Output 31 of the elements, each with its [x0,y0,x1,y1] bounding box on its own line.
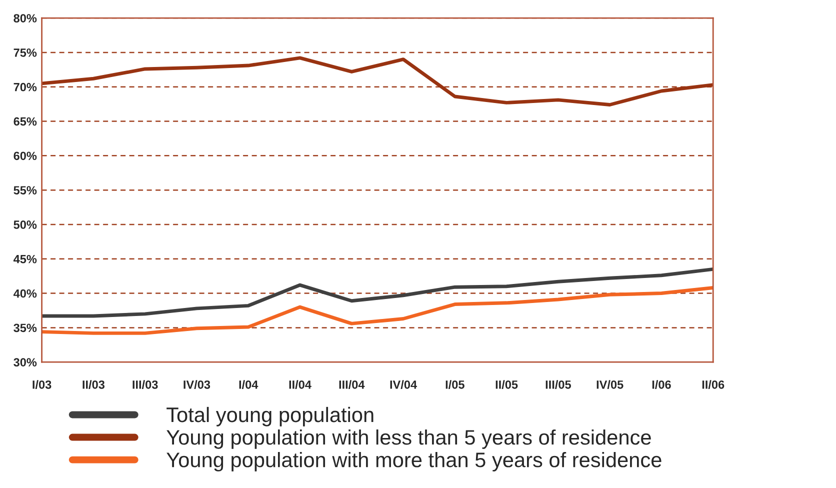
x-tick-label: I/03 [32,380,52,389]
x-tick-label: III/05 [546,380,571,389]
x-tick-label: II/06 [702,380,724,389]
x-tick-label: II/05 [496,380,518,389]
y-tick-label: 55% [14,186,37,194]
x-tick-label: IV/05 [596,380,624,389]
y-tick-label: 80% [14,14,37,22]
x-tick-label: I/04 [239,380,258,389]
legend-label: Young population with less than 5 years of residence [166,429,651,449]
x-tick-label: I/05 [446,380,464,389]
x-tick-label: I/06 [652,380,671,389]
y-tick-label: 50% [14,220,37,229]
x-tick-label: IV/04 [390,380,417,389]
x-tick-label: III/04 [339,380,365,389]
x-tick-label: III/03 [132,380,158,389]
y-tick-label: 45% [13,254,37,264]
x-tick-label: II/03 [82,380,104,389]
line-series [42,267,714,318]
x-tick-label: II/04 [289,380,312,389]
y-tick-label: 60% [14,152,37,160]
y-tick-label: 70% [14,82,37,92]
y-tick-label: 65% [14,117,37,126]
legend-label: Young population with more than 5 years of residence [166,452,662,472]
x-tick-label: IV/03 [184,380,210,389]
line-series [42,56,714,106]
y-tick-label: 40% [13,289,37,298]
legend-label: Total young population [166,406,374,426]
y-tick-label: 30% [14,358,37,367]
y-tick-label: 75% [14,48,37,57]
line-series [42,286,714,335]
y-tick-label: 35% [14,324,37,332]
